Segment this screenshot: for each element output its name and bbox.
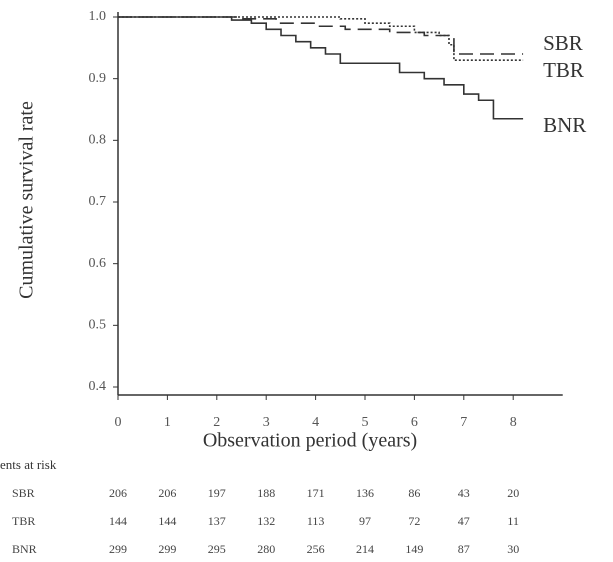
risk-count: 206	[158, 486, 176, 500]
risk-table-title: ents at risk	[0, 457, 57, 472]
risk-row-label: BNR	[12, 542, 37, 556]
y-tick-label: 0.4	[89, 379, 107, 394]
risk-count: 197	[208, 486, 226, 500]
risk-count: 295	[208, 542, 226, 556]
risk-count: 280	[257, 542, 275, 556]
risk-count: 256	[307, 542, 325, 556]
x-tick-label: 4	[312, 415, 319, 430]
x-tick-label: 2	[213, 415, 220, 430]
risk-count: 144	[158, 514, 176, 528]
risk-count: 188	[257, 486, 275, 500]
risk-count: 30	[507, 542, 519, 556]
risk-count: 47	[458, 514, 470, 528]
risk-count: 144	[109, 514, 127, 528]
risk-count: 149	[405, 542, 423, 556]
series-label: SBR	[543, 31, 583, 55]
risk-count: 171	[307, 486, 325, 500]
risk-count: 206	[109, 486, 127, 500]
y-tick-label: 1.0	[89, 9, 107, 24]
series-label: TBR	[543, 58, 584, 82]
x-tick-label: 5	[362, 415, 369, 430]
risk-count: 132	[257, 514, 275, 528]
x-tick-label: 3	[263, 415, 270, 430]
risk-count: 11	[507, 514, 519, 528]
risk-count: 43	[458, 486, 470, 500]
risk-count: 97	[359, 514, 371, 528]
risk-count: 136	[356, 486, 374, 500]
y-tick-label: 0.5	[89, 318, 107, 333]
survival-line	[118, 16, 524, 61]
series-label: BNR	[543, 113, 586, 137]
survival-line	[118, 16, 524, 55]
risk-count: 86	[408, 486, 420, 500]
risk-count: 20	[507, 486, 519, 500]
risk-count: 214	[356, 542, 374, 556]
risk-count: 113	[307, 514, 325, 528]
y-tick-label: 0.9	[89, 71, 107, 86]
x-tick-label: 0	[115, 415, 122, 430]
risk-row-label: TBR	[12, 514, 35, 528]
risk-count: 299	[158, 542, 176, 556]
x-tick-label: 7	[460, 415, 467, 430]
y-tick-label: 0.6	[89, 256, 107, 271]
risk-count: 72	[408, 514, 420, 528]
risk-count: 137	[208, 514, 226, 528]
y-tick-label: 0.7	[89, 194, 107, 209]
risk-row-label: SBR	[12, 486, 35, 500]
x-tick-label: 1	[164, 415, 171, 430]
x-tick-label: 8	[510, 415, 517, 430]
survival-line	[118, 16, 524, 120]
x-axis-label: Observation period (years)	[203, 430, 417, 452]
risk-count: 299	[109, 542, 127, 556]
y-axis-label: Cumulative survival rate	[16, 101, 38, 299]
risk-count: 87	[458, 542, 470, 556]
y-tick-label: 0.8	[89, 133, 107, 148]
x-tick-label: 6	[411, 415, 418, 430]
